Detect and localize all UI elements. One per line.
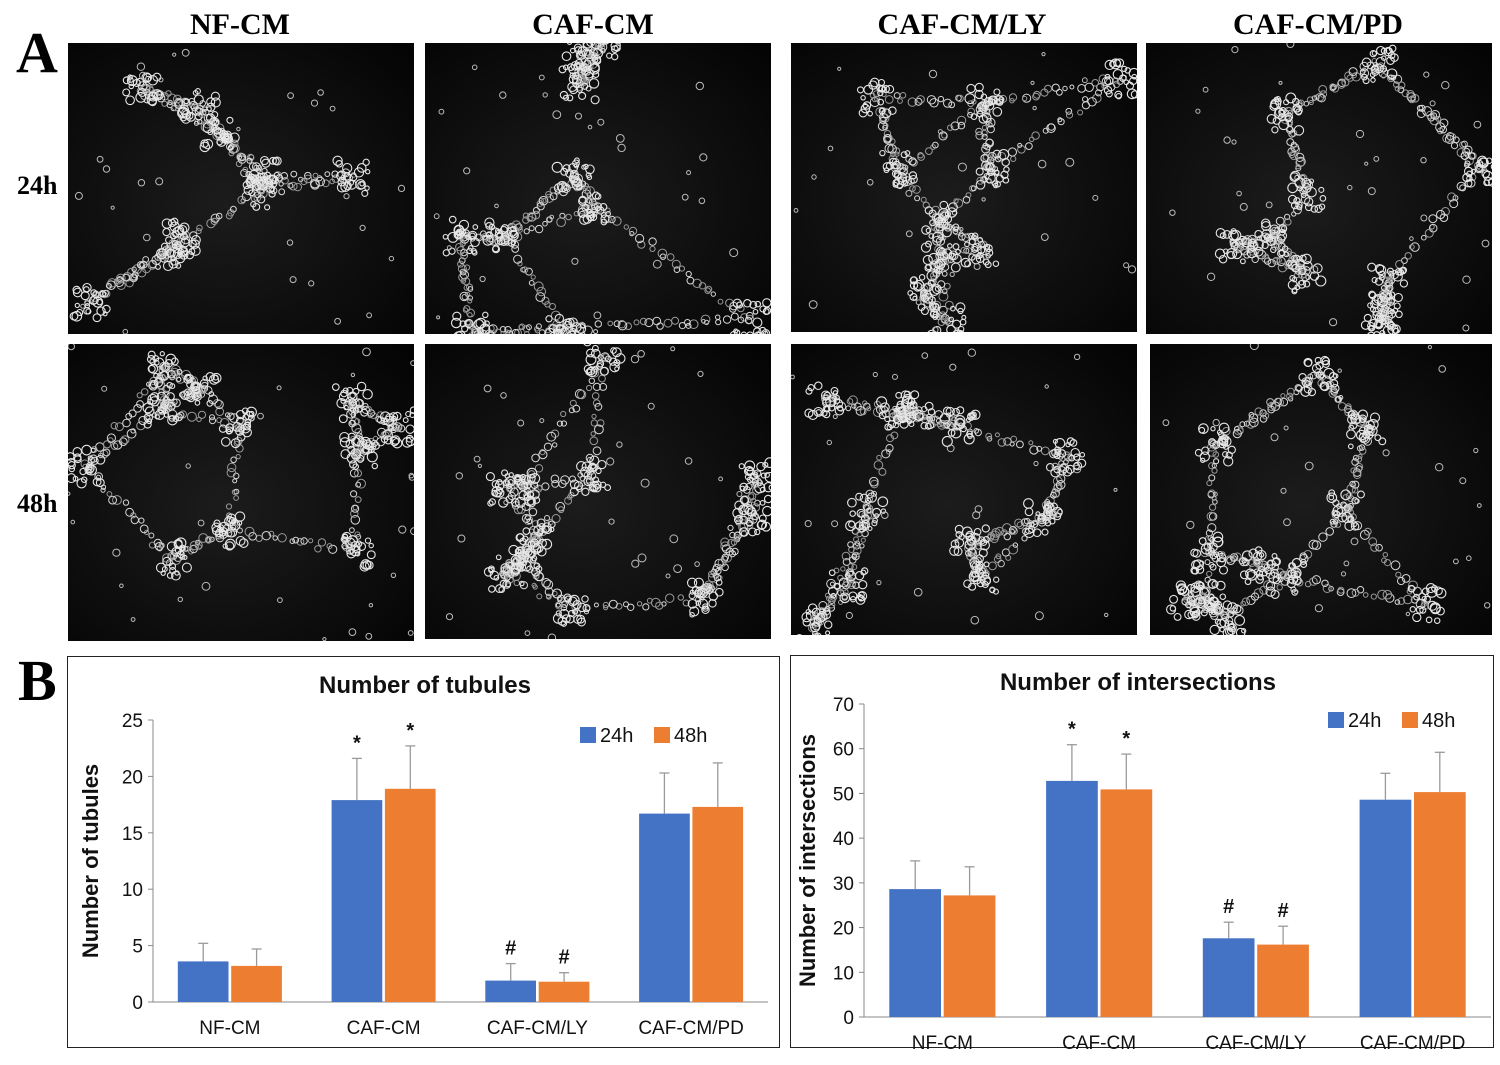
- y-axis-title: Number of tubules: [78, 764, 103, 958]
- column-title-caf-cm-pd: CAF-CM/PD: [1233, 8, 1403, 41]
- micrograph-caf-cm-48h: [425, 344, 771, 639]
- y-tick-label: 0: [132, 993, 143, 1014]
- y-tick-label: 15: [122, 824, 143, 845]
- x-tick-label: CAF-CM/LY: [1205, 1033, 1306, 1049]
- y-tick-label: 25: [122, 711, 143, 732]
- micrograph-caf-cm-24h: [425, 43, 771, 334]
- significance-mark: #: [505, 938, 516, 960]
- legend-label-24h: 24h: [600, 725, 633, 747]
- legend-swatch-48h: [654, 727, 670, 743]
- micrograph-caf-cm-ly-48h: [791, 344, 1137, 635]
- chart-title: Number of intersections: [1000, 669, 1276, 696]
- bar-48h-CAF-CM: [384, 788, 436, 1002]
- y-tick-label: 10: [833, 963, 854, 984]
- y-tick-label: 20: [833, 919, 854, 940]
- bar-24h-NF-CM: [177, 961, 229, 1002]
- x-tick-label: CAF-CM: [347, 1018, 421, 1039]
- y-tick-label: 10: [122, 880, 143, 901]
- y-axis-title: Number of intersections: [795, 734, 820, 987]
- significance-mark: *: [1122, 728, 1130, 750]
- bar-48h-CAF-CM/PD: [1414, 792, 1466, 1017]
- micrograph-caf-cm-pd-48h: [1150, 344, 1492, 635]
- tubules-chart: Number of tubules 0 5 10 15 20 25 Number of tub…: [67, 656, 780, 1048]
- bar-24h-NF-CM: [889, 889, 941, 1017]
- row-label-24h: 24h: [17, 171, 58, 200]
- x-tick-label: CAF-CM/PD: [1360, 1033, 1466, 1049]
- bar-48h-CAF-CM: [1100, 789, 1153, 1017]
- y-tick-label: 40: [833, 829, 854, 850]
- bar-24h-CAF-CM/LY: [485, 980, 536, 1002]
- y-tick-label: 70: [833, 695, 854, 716]
- x-tick-label: NF-CM: [912, 1033, 973, 1049]
- y-tick-label: 0: [843, 1008, 854, 1029]
- significance-mark: *: [353, 732, 361, 754]
- intersections-chart: Number of intersections 0 10 20 30 40 50 60 70 Nu…: [790, 655, 1494, 1049]
- micrograph-nf-cm-48h: [68, 344, 414, 641]
- x-tick-label: CAF-CM/LY: [487, 1018, 588, 1039]
- y-tick-label: 30: [833, 874, 854, 895]
- bar-48h-NF-CM: [943, 895, 996, 1017]
- panel-a-label: A: [16, 20, 58, 85]
- bar-24h-CAF-CM/PD: [639, 813, 690, 1002]
- x-tick-label: CAF-CM/PD: [638, 1018, 744, 1039]
- legend-label-24h: 24h: [1348, 710, 1381, 732]
- bar-24h-CAF-CM/LY: [1202, 938, 1255, 1017]
- legend-swatch-24h: [580, 727, 596, 743]
- bar-48h-CAF-CM/PD: [692, 806, 744, 1002]
- bar-24h-CAF-CM/PD: [1359, 799, 1412, 1017]
- micrograph-caf-cm-pd-24h: [1146, 43, 1492, 334]
- x-tick-label: CAF-CM: [1062, 1033, 1136, 1049]
- column-title-caf-cm: CAF-CM: [532, 8, 654, 41]
- bar-48h-NF-CM: [231, 965, 282, 1002]
- bar-48h-CAF-CM/LY: [538, 981, 590, 1002]
- y-tick-label: 50: [833, 784, 854, 805]
- significance-mark: *: [1068, 719, 1076, 741]
- bar-48h-CAF-CM/LY: [1257, 944, 1309, 1017]
- bar-24h-CAF-CM: [331, 800, 383, 1002]
- y-tick-label: 60: [833, 740, 854, 761]
- bar-24h-CAF-CM: [1046, 780, 1098, 1017]
- significance-mark: #: [1278, 900, 1289, 922]
- legend-swatch-48h: [1402, 712, 1418, 728]
- y-tick-label: 5: [132, 937, 143, 958]
- legend-label-48h: 48h: [1422, 710, 1455, 732]
- column-title-nf-cm: NF-CM: [190, 8, 290, 41]
- micrograph-caf-cm-ly-24h: [791, 43, 1137, 332]
- x-tick-label: NF-CM: [199, 1018, 260, 1039]
- significance-mark: #: [1223, 896, 1234, 918]
- legend-swatch-24h: [1328, 712, 1344, 728]
- row-label-48h: 48h: [17, 489, 58, 518]
- chart-title: Number of tubules: [319, 672, 531, 699]
- micrograph-nf-cm-24h: [68, 43, 414, 334]
- significance-mark: *: [406, 720, 414, 742]
- panel-b-label: B: [18, 648, 57, 713]
- legend-label-48h: 48h: [674, 725, 707, 747]
- significance-mark: #: [559, 947, 570, 969]
- y-tick-label: 20: [122, 767, 143, 788]
- column-title-caf-cm-ly: CAF-CM/LY: [877, 8, 1047, 41]
